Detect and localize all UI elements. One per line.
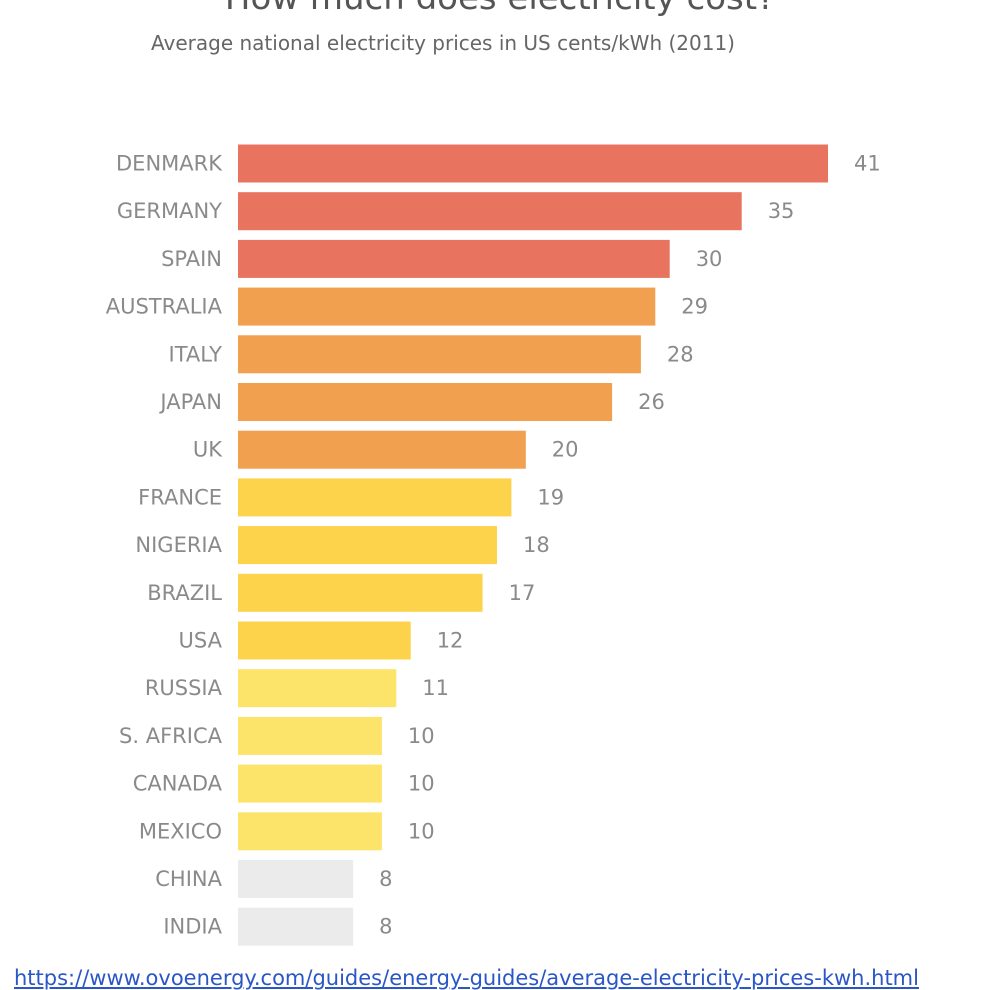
category-label: FRANCE <box>138 485 222 509</box>
value-label: 8 <box>379 867 392 891</box>
bar-brazil <box>238 573 483 612</box>
bar-russia <box>238 669 397 708</box>
category-label: ITALY <box>169 342 223 366</box>
bar-japan <box>238 383 613 421</box>
category-label: USA <box>179 629 223 653</box>
value-label: 10 <box>408 724 435 748</box>
bar-france <box>238 478 512 517</box>
value-label: 10 <box>408 819 435 843</box>
category-label: BRAZIL <box>147 581 222 605</box>
bar-china <box>238 860 354 898</box>
bar-mexico <box>238 812 382 851</box>
bar-india <box>238 907 354 946</box>
bar-usa <box>238 621 411 660</box>
category-label: DENMARK <box>116 152 223 176</box>
value-label: 11 <box>422 676 449 700</box>
value-label: 35 <box>768 199 795 223</box>
bar-germany <box>238 192 742 231</box>
bar-australia <box>238 287 656 326</box>
category-label: CANADA <box>133 772 223 796</box>
bar-uk <box>238 430 526 469</box>
category-label: GERMANY <box>117 199 222 223</box>
bar-nigeria <box>238 526 497 565</box>
bar-denmark <box>238 144 828 183</box>
bar-canada <box>238 764 382 803</box>
chart-title: How much does electricity cost? <box>0 0 1000 18</box>
bar-spain <box>238 239 670 278</box>
value-label: 12 <box>437 629 464 653</box>
value-label: 29 <box>681 295 708 319</box>
value-label: 20 <box>552 438 579 462</box>
category-label: NIGERIA <box>135 533 222 557</box>
category-label: RUSSIA <box>145 676 223 700</box>
bar-italy <box>238 335 641 374</box>
category-label: SPAIN <box>161 247 222 271</box>
value-label: 10 <box>408 772 435 796</box>
value-label: 30 <box>696 247 723 271</box>
category-label: JAPAN <box>158 390 222 414</box>
value-label: 17 <box>509 581 536 605</box>
value-label: 41 <box>854 152 881 176</box>
value-label: 26 <box>638 390 665 414</box>
chart-subtitle: Average national electricity prices in U… <box>151 31 735 55</box>
category-label: INDIA <box>163 915 222 939</box>
source-link[interactable]: https://www.ovoenergy.com/guides/energy-… <box>14 966 919 990</box>
value-label: 19 <box>537 485 564 509</box>
category-label: AUSTRALIA <box>106 295 223 319</box>
category-label: S. AFRICA <box>119 724 223 748</box>
bar-s-africa <box>238 716 382 755</box>
value-label: 8 <box>379 915 392 939</box>
value-label: 18 <box>523 533 550 557</box>
category-label: CHINA <box>155 867 222 891</box>
category-label: MEXICO <box>139 819 222 843</box>
category-label: UK <box>193 438 223 462</box>
value-label: 28 <box>667 342 694 366</box>
